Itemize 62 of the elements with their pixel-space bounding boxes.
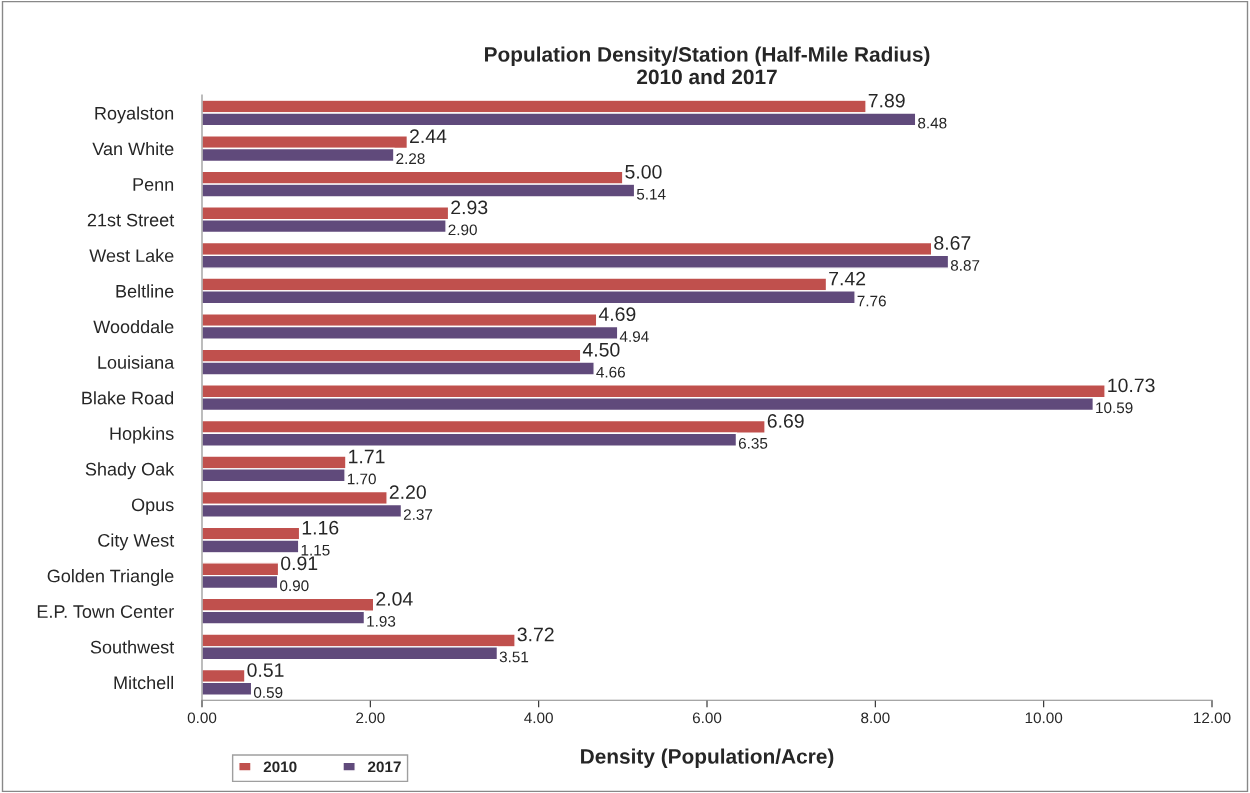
- data-label: 0.59: [253, 687, 283, 698]
- data-label: 3.51: [499, 651, 529, 663]
- data-label: 8.48: [918, 117, 947, 129]
- data-label: 7.42: [829, 271, 866, 286]
- data-label: 2.04: [376, 592, 413, 606]
- data-label: 2.44: [410, 129, 447, 143]
- x-tick-label: 6.00: [692, 712, 722, 724]
- data-label: 7.76: [857, 295, 886, 307]
- chart-title: Population Density/Station (Half-Mile Radius) 2010 and 2017: [485, 46, 930, 85]
- x-tick-label: 2.00: [356, 712, 385, 724]
- y-tick-label: Southwest: [90, 640, 175, 654]
- y-tick-label: 21st Street: [87, 213, 175, 227]
- legend-label: 2010: [263, 761, 297, 773]
- x-tick-label: 12.00: [1194, 712, 1231, 724]
- data-label: 3.72: [517, 627, 554, 642]
- y-tick-label: Van White: [92, 142, 174, 156]
- data-label: 5.00: [625, 164, 662, 179]
- y-tick-label: Beltline: [116, 284, 174, 298]
- y-tick-label: Royalston: [95, 106, 174, 124]
- data-label: 1.70: [347, 473, 376, 485]
- x-axis-title: Density (Population/Acre): [581, 748, 834, 768]
- data-label: 1.15: [301, 544, 330, 556]
- data-label: 8.67: [934, 236, 971, 250]
- data-label: 10.73: [1108, 378, 1155, 393]
- data-label: 2.28: [396, 153, 425, 165]
- y-tick-label: Golden Triangle: [47, 569, 174, 586]
- data-label: 1.16: [302, 520, 339, 535]
- data-label: 4.50: [582, 342, 620, 357]
- y-tick-label: Penn: [133, 178, 174, 191]
- y-tick-label: Blake Road: [82, 391, 174, 405]
- data-label: 2.37: [403, 509, 433, 520]
- data-label: 2.93: [451, 200, 488, 215]
- y-tick-label: City West: [98, 533, 175, 551]
- data-label: 2.90: [448, 224, 477, 236]
- x-tick-label: 8.00: [861, 712, 890, 724]
- x-tick-label: 4.00: [524, 712, 553, 724]
- x-tick-label: 0.00: [187, 712, 217, 724]
- y-tick-label: E.P. Town Center: [37, 605, 174, 618]
- y-tick-label: Hopkins: [110, 426, 174, 444]
- data-label: 10.59: [1096, 402, 1133, 414]
- y-tick-label: Mitchell: [114, 675, 174, 690]
- data-label: 6.35: [738, 437, 768, 449]
- data-label: 1.71: [349, 449, 385, 464]
- y-tick-label: Shady Oak: [85, 462, 175, 480]
- data-label: 0.91: [281, 556, 318, 571]
- data-label: 8.87: [950, 259, 980, 271]
- y-tick-label: West Lake: [89, 248, 174, 263]
- data-label: 4.94: [619, 331, 649, 342]
- legend-label: 2017: [367, 761, 401, 773]
- data-label: 6.69: [767, 414, 804, 428]
- y-tick-label: Opus: [131, 498, 174, 515]
- data-label: 5.14: [636, 188, 666, 200]
- data-label: 4.69: [598, 307, 636, 322]
- data-label: 7.89: [868, 93, 905, 108]
- y-tick-label: Louisiana: [98, 355, 175, 369]
- y-tick-label: Wooddale: [93, 319, 174, 334]
- data-label: 2.20: [389, 485, 426, 500]
- data-label: 4.66: [596, 366, 625, 378]
- data-label: 0.90: [280, 580, 309, 592]
- x-tick-label: 10.00: [1025, 712, 1063, 724]
- data-label: 1.93: [367, 615, 396, 627]
- data-label: 0.51: [247, 663, 284, 677]
